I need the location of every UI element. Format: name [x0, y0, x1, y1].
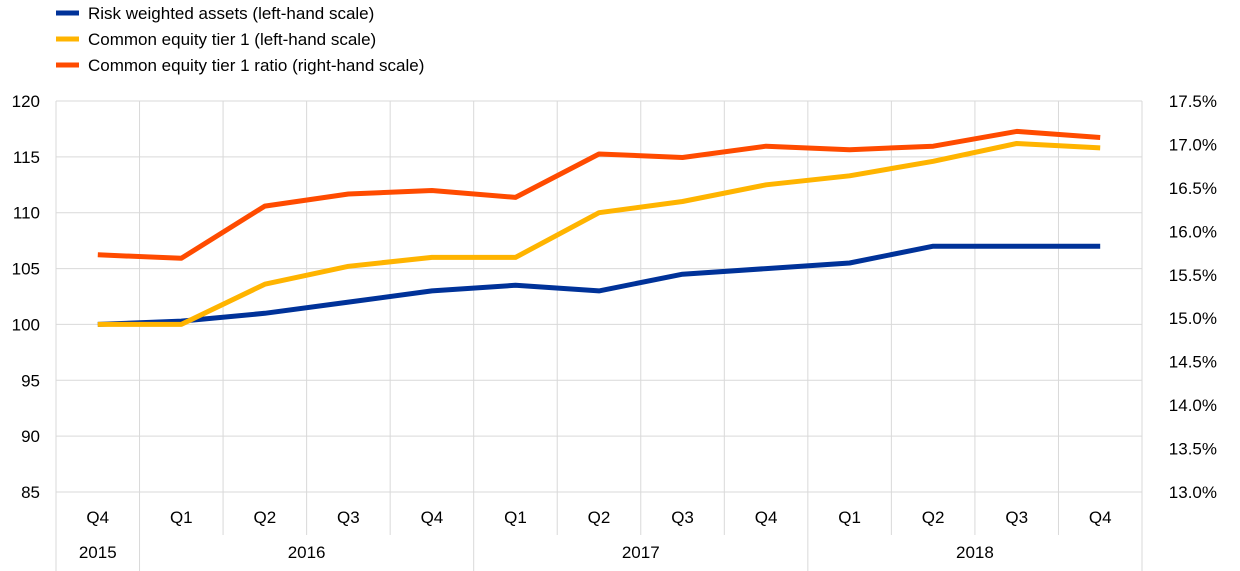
- year-label: 2015: [79, 543, 117, 562]
- series-line: [97, 243, 1101, 327]
- quarter-label: Q3: [1005, 508, 1028, 527]
- quarter-label: Q1: [838, 508, 861, 527]
- left-tick-label: 110: [13, 204, 40, 223]
- left-tick-label: 105: [12, 260, 40, 279]
- right-tick-label: 13.5%: [1169, 440, 1217, 459]
- year-label: 2018: [956, 543, 994, 562]
- x-axis-labels: Q4 Q1 Q2 Q3 Q4 Q1 Q2 Q3 Q4 Q1 Q2 Q3 Q4 2015 2016 2017 20…: [79, 508, 1112, 562]
- quarter-label: Q3: [671, 508, 694, 527]
- quarter-label: Q3: [337, 508, 360, 527]
- right-tick-label: 15.0%: [1169, 309, 1217, 328]
- right-tick-label: 15.5%: [1169, 266, 1217, 285]
- series-line: [97, 141, 1101, 327]
- left-tick-label: 95: [21, 371, 40, 390]
- quarter-label: Q4: [421, 508, 444, 527]
- right-tick-label: 17.0%: [1169, 135, 1217, 154]
- year-label: 2016: [288, 543, 326, 562]
- legend: Risk weighted assets (left-hand scale) Co…: [56, 4, 424, 75]
- legend-label: Common equity tier 1 ratio (right-hand s…: [88, 56, 424, 75]
- left-tick-label: 120: [12, 92, 40, 111]
- right-tick-label: 13.0%: [1169, 483, 1217, 502]
- legend-label: Risk weighted assets (left-hand scale): [88, 4, 374, 23]
- quarter-label: Q2: [254, 508, 277, 527]
- right-tick-label: 16.0%: [1169, 222, 1217, 241]
- quarter-label: Q2: [588, 508, 611, 527]
- gridlines: [55, 100, 1143, 571]
- series-line: [97, 128, 1101, 261]
- right-tick-label: 14.0%: [1169, 396, 1217, 415]
- quarter-label: Q2: [922, 508, 945, 527]
- quarter-label: Q4: [755, 508, 778, 527]
- quarter-label: Q1: [504, 508, 527, 527]
- quarter-label: Q1: [170, 508, 193, 527]
- right-axis-ticks: 13.0% 13.5% 14.0% 14.5% 15.0% 15.5% 16.0% 16.5%…: [1169, 92, 1217, 502]
- legend-label: Common equity tier 1 (left-hand scale): [88, 30, 376, 49]
- left-tick-label: 100: [12, 315, 40, 334]
- left-tick-label: 90: [21, 427, 40, 446]
- left-axis-ticks: 85 90 95 100 105 110 115 120: [12, 92, 40, 502]
- right-tick-label: 16.5%: [1169, 179, 1217, 198]
- left-tick-label: 115: [13, 148, 40, 167]
- year-label: 2017: [622, 543, 660, 562]
- right-tick-label: 14.5%: [1169, 353, 1217, 372]
- quarter-label: Q4: [86, 508, 109, 527]
- series-lines: [97, 128, 1101, 327]
- quarter-label: Q4: [1089, 508, 1112, 527]
- left-tick-label: 85: [21, 483, 40, 502]
- right-tick-label: 17.5%: [1169, 92, 1217, 111]
- axes: [56, 100, 1143, 493]
